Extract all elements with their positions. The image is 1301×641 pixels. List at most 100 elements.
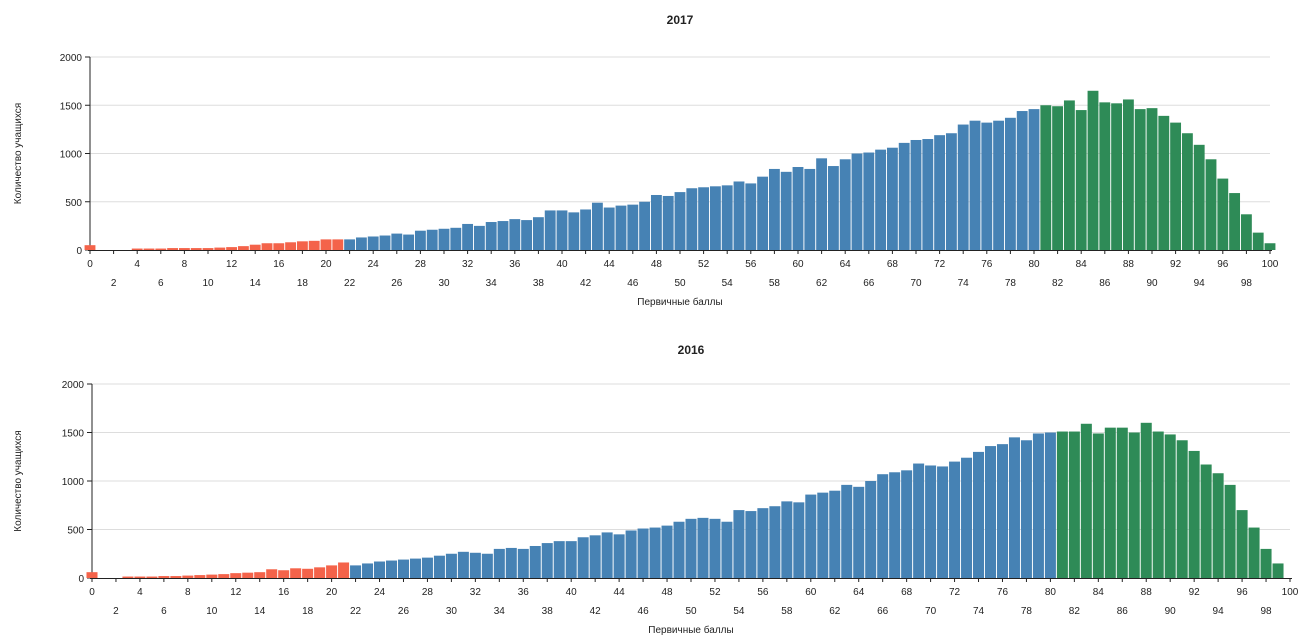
x-tick-label: 86	[1117, 606, 1129, 617]
bar	[485, 222, 497, 250]
bar	[1240, 214, 1252, 250]
x-tick-label: 68	[887, 259, 899, 270]
y-tick-label: 500	[67, 526, 84, 537]
bar	[934, 135, 946, 250]
bar	[568, 212, 580, 250]
x-tick-label: 0	[89, 587, 95, 598]
x-tick-label: 28	[422, 587, 434, 598]
bar	[981, 122, 993, 250]
x-tick-label: 94	[1213, 606, 1225, 617]
x-tick-label: 100	[1282, 587, 1299, 598]
bar	[865, 481, 877, 578]
bar	[913, 463, 925, 578]
x-tick-label: 28	[415, 259, 427, 270]
bar	[374, 561, 386, 578]
bar	[841, 484, 853, 578]
y-tick-label: 0	[78, 574, 84, 585]
x-tick-label: 6	[161, 606, 167, 617]
bar	[1040, 105, 1052, 250]
bar	[1188, 450, 1200, 578]
bar	[86, 572, 98, 578]
x-tick-label: 12	[226, 259, 238, 270]
x-tick-label: 6	[158, 278, 164, 289]
x-tick-label: 50	[685, 606, 697, 617]
bar	[481, 553, 493, 578]
bar	[237, 246, 249, 250]
bar	[308, 240, 320, 250]
bar	[249, 244, 261, 250]
bar	[827, 166, 839, 250]
x-tick-label: 76	[997, 587, 1009, 598]
bar	[1087, 90, 1099, 251]
bar	[877, 474, 889, 578]
x-tick-label: 96	[1217, 259, 1229, 270]
bar	[733, 510, 745, 578]
bar	[1260, 548, 1272, 578]
bar	[1217, 178, 1229, 250]
bar	[450, 227, 462, 250]
bar	[254, 572, 266, 578]
x-tick-label: 20	[320, 259, 332, 270]
bar	[497, 221, 509, 250]
bar	[182, 575, 194, 578]
bar	[391, 233, 403, 250]
x-tick-label: 60	[792, 259, 804, 270]
bar	[650, 194, 662, 250]
bar	[1099, 102, 1111, 250]
x-tick-label: 72	[949, 587, 961, 598]
bar	[544, 210, 556, 250]
bar	[1008, 437, 1020, 578]
x-tick-label: 54	[733, 606, 745, 617]
bar	[673, 521, 685, 578]
bar	[1152, 431, 1164, 578]
bar	[661, 525, 673, 578]
bar	[805, 494, 817, 578]
bar	[155, 248, 167, 250]
bar	[202, 248, 214, 250]
x-tick-label: 90	[1165, 606, 1177, 617]
bar	[1224, 484, 1236, 578]
x-tick-label: 62	[829, 606, 841, 617]
x-tick-label: 42	[580, 278, 592, 289]
x-tick-label: 58	[781, 606, 793, 617]
x-tick-label: 88	[1123, 259, 1135, 270]
x-axis-label: Первичные баллы	[648, 624, 733, 636]
bar	[925, 465, 937, 578]
bar	[1052, 106, 1064, 250]
bar	[733, 181, 745, 250]
x-tick-label: 18	[297, 278, 309, 289]
bar	[521, 220, 533, 250]
bar	[344, 239, 356, 250]
bar	[1092, 433, 1104, 578]
bar	[302, 568, 314, 578]
x-tick-label: 48	[661, 587, 673, 598]
bar	[326, 565, 338, 578]
x-tick-label: 14	[250, 278, 262, 289]
x-tick-label: 70	[910, 278, 922, 289]
bar	[1200, 464, 1212, 578]
bar	[1193, 144, 1205, 250]
bar	[804, 168, 816, 250]
bar	[898, 142, 910, 250]
x-tick-label: 98	[1241, 278, 1253, 289]
bar	[781, 501, 793, 578]
bar	[910, 139, 922, 250]
bar	[1134, 109, 1146, 250]
bar	[1044, 432, 1056, 578]
bar	[457, 551, 469, 578]
y-tick-label: 1500	[62, 429, 85, 440]
bar	[517, 548, 529, 578]
bar	[721, 185, 733, 250]
bar	[565, 541, 577, 578]
bar	[973, 451, 985, 578]
bar	[780, 171, 792, 250]
x-tick-label: 8	[185, 587, 191, 598]
x-tick-label: 10	[206, 606, 218, 617]
bar	[226, 247, 238, 250]
x-tick-label: 40	[556, 259, 568, 270]
x-tick-label: 30	[446, 606, 458, 617]
x-tick-label: 78	[1021, 606, 1033, 617]
x-tick-label: 12	[230, 587, 242, 598]
bar	[1016, 111, 1028, 250]
bar	[721, 521, 733, 578]
